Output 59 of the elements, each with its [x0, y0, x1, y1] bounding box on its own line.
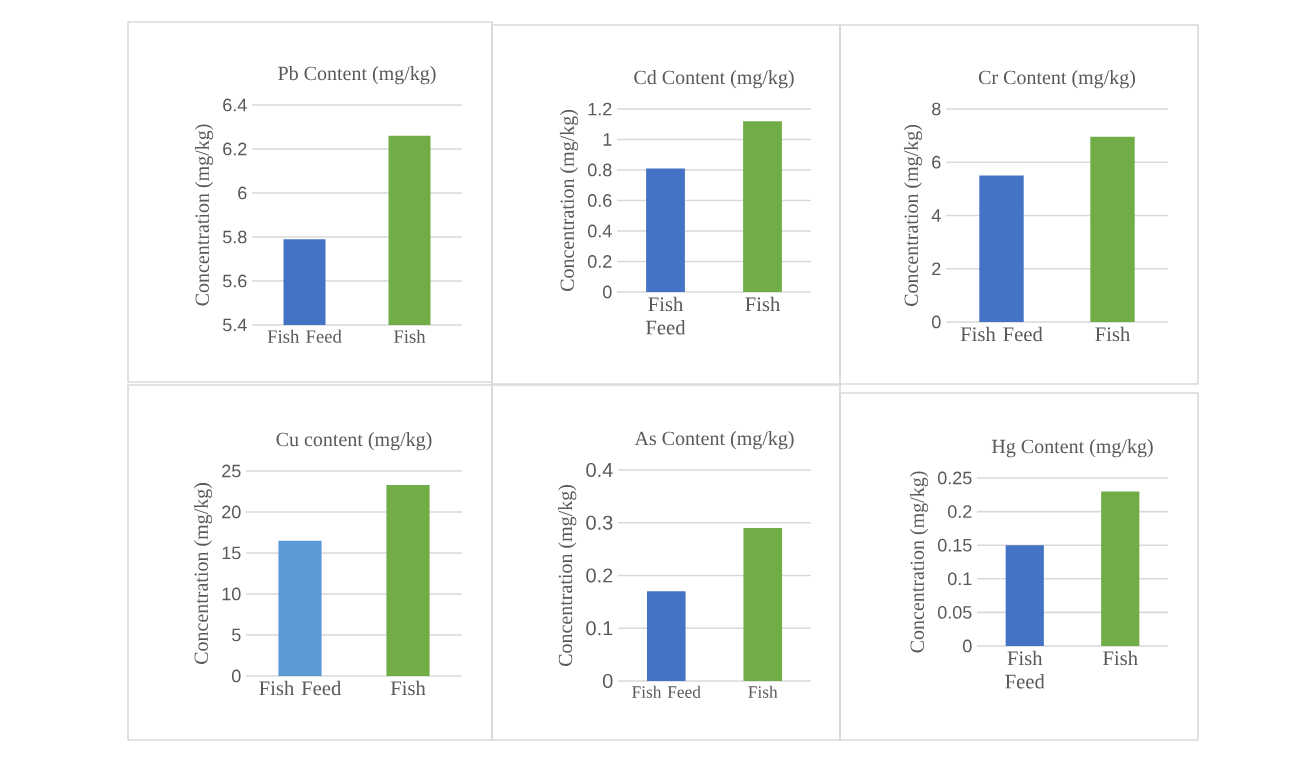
y-tick-label: 0.1	[586, 621, 613, 636]
chart-title: Cd Content (mg/kg)	[634, 70, 794, 89]
chart-title: As Content (mg/kg)	[634, 431, 794, 450]
y-tick-label: 6	[932, 155, 941, 169]
y-tick-label: 5	[232, 628, 241, 642]
y-tick-label: 0.4	[586, 462, 613, 478]
x-tick-label: Fish Feed	[960, 326, 1043, 342]
chart-title: Hg Content (mg/kg)	[991, 439, 1153, 458]
y-tick-label: 0.2	[586, 568, 613, 583]
y-tick-label: 0.2	[947, 505, 972, 518]
y-axis-title: Concentration (mg/kg)	[194, 124, 214, 306]
x-tick-label: Fish	[393, 329, 426, 343]
y-tick-label: 0.4	[587, 224, 612, 238]
y-tick-label: 5.4	[222, 318, 247, 332]
y-tick-label: 8	[932, 102, 941, 116]
y-tick-label: 0	[602, 673, 613, 689]
y-axis-title: Concentration (mg/kg)	[559, 109, 579, 292]
x-tick-label: Fish Feed	[1005, 650, 1045, 689]
y-tick-label: 2	[932, 262, 941, 276]
y-tick-label: 0.25	[937, 471, 972, 485]
y-tick-label: 6.2	[223, 142, 247, 156]
y-tick-label: 5.6	[222, 274, 247, 288]
y-tick-label: 1.2	[588, 102, 612, 116]
x-tick-label: Fish	[745, 296, 781, 312]
y-axis-title: Concentration (mg/kg)	[558, 485, 577, 667]
y-axis-title: Concentration (mg/kg)	[903, 124, 923, 307]
x-tick-label: Fish	[390, 680, 426, 696]
y-tick-label: 0.8	[587, 163, 612, 177]
y-tick-label: 4	[931, 209, 941, 222]
y-tick-label: 0.3	[586, 515, 613, 530]
y-tick-label: 0.15	[937, 538, 972, 552]
y-tick-label: 0	[932, 315, 941, 329]
y-tick-label: 0.6	[587, 194, 612, 207]
y-tick-label: 15	[222, 546, 241, 560]
y-tick-label: 0.1	[947, 572, 972, 586]
y-tick-label: 25	[222, 464, 241, 478]
y-tick-label: 0	[603, 285, 612, 299]
y-tick-label: 0	[232, 669, 241, 683]
x-tick-label: Fish	[748, 685, 778, 698]
y-tick-label: 20	[222, 505, 241, 519]
y-tick-label: 10	[222, 587, 241, 601]
chart-title: Cu content (mg/kg)	[276, 432, 432, 451]
y-axis-title: Concentration (mg/kg)	[909, 471, 929, 653]
chart-title: Cr Content (mg/kg)	[978, 70, 1136, 89]
chart-title: Pb Content (mg/kg)	[278, 66, 436, 85]
x-tick-label: Fish Feed	[259, 680, 342, 696]
y-axis-title: Concentration (mg/kg)	[193, 483, 213, 665]
y-tick-label: 6	[238, 186, 247, 200]
y-tick-label: 0.05	[937, 606, 972, 619]
x-tick-label: Fish Feed	[267, 329, 342, 343]
y-tick-label: 0.2	[587, 255, 612, 268]
y-tick-label: 0	[963, 639, 972, 653]
y-tick-label: 1	[603, 133, 612, 146]
x-tick-label: Fish	[1095, 326, 1131, 342]
x-tick-label: Fish Feed	[646, 296, 686, 335]
y-tick-label: 6.4	[223, 98, 247, 112]
x-tick-label: Fish	[1103, 650, 1138, 666]
x-tick-label: Fish Feed	[632, 685, 701, 698]
y-tick-label: 5.8	[222, 230, 247, 244]
